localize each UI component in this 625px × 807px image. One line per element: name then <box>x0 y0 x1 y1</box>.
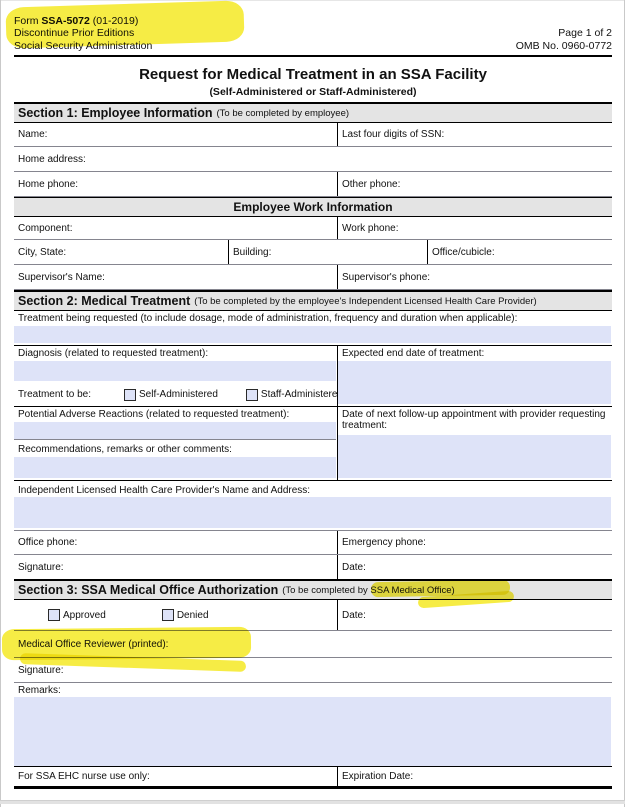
denied-label: Denied <box>176 609 209 621</box>
recommendations-input[interactable] <box>14 457 336 478</box>
row-component: Component: Work phone: <box>14 217 612 240</box>
row-office-emergency-phone: Office phone: Emergency phone: <box>14 530 612 555</box>
form-id-block: Form SSA-5072 (01-2019) Discontinue Prio… <box>14 15 152 53</box>
row-nurse-expiration: For SSA EHC nurse use only: Expiration D… <box>14 766 612 789</box>
remarks-input[interactable] <box>14 697 611 766</box>
treatment-requested-label: Treatment being requested (to include do… <box>14 311 612 325</box>
form-subtitle: (Self-Administered or Staff-Administered… <box>209 86 417 98</box>
nurse-use-label: For SSA EHC nurse use only: <box>14 771 153 782</box>
page-omb-block: Page 1 of 2 OMB No. 0960-0772 <box>516 27 612 52</box>
denied-checkbox[interactable] <box>161 609 174 621</box>
other-phone-label: Other phone: <box>338 178 404 190</box>
row-location: City, State: Building: Office/cubicle: <box>14 240 612 265</box>
followup-input[interactable] <box>338 435 611 478</box>
row-reviewer-signature: Signature: <box>14 658 612 683</box>
city-state-label: City, State: <box>14 246 70 258</box>
treatment-to-be-label: Treatment to be: <box>14 389 94 400</box>
section2-note: (To be completed by the employee's Indep… <box>194 295 537 307</box>
self-administered-label: Self-Administered <box>139 389 218 400</box>
provider-signature-label: Signature: <box>14 561 67 573</box>
omb-number: OMB No. 0960-0772 <box>515 39 612 52</box>
row-provider-signature-date: Signature: Date: <box>14 555 612 579</box>
row-approved-denied-date: Approved Denied Date: <box>14 600 612 631</box>
self-administered-checkbox[interactable] <box>124 388 136 401</box>
office-cubicle-label: Office/cubicle: <box>428 246 498 258</box>
office-phone-label: Office phone: <box>14 537 81 548</box>
discontinue-line: Discontinue Prior Editions <box>14 27 135 39</box>
section3-note-highlighted: SSA Medical Office) <box>370 584 455 596</box>
row-supervisor: Supervisor's Name: Supervisor's phone: <box>14 265 612 290</box>
form-header: Form SSA-5072 (01-2019) Discontinue Prio… <box>14 0 612 57</box>
recommendations-label: Recommendations, remarks or other commen… <box>14 442 337 456</box>
name-label: Name: <box>14 129 51 140</box>
treatment-mode-row: Treatment to be: Self-Administered Staff… <box>14 383 343 406</box>
section2-header: Section 2: Medical Treatment (To be comp… <box>14 290 612 311</box>
form-number-line: Form SSA-5072 (01-2019) <box>14 14 139 27</box>
authorization-date-label: Date: <box>338 609 369 621</box>
approved-label: Approved <box>63 609 106 621</box>
followup-label: Date of next follow-up appointment with … <box>338 407 612 434</box>
reviewer-label: Medical Office Reviewer (printed): <box>14 638 172 650</box>
row-reviewer: Medical Office Reviewer (printed): <box>14 631 612 658</box>
staff-administered-label: Staff-Administered <box>260 389 343 400</box>
reviewer-signature-label: Signature: <box>14 664 67 676</box>
section3-heading: Section 3: SSA Medical Office Authorizat… <box>18 583 279 597</box>
form-title: Request for Medical Treatment in an SSA … <box>139 66 487 83</box>
section3-header: Section 3: SSA Medical Office Authorizat… <box>14 579 612 600</box>
building-label: Building: <box>229 246 275 258</box>
home-address-label: Home address: <box>14 153 89 165</box>
diagnosis-block: Diagnosis (related to requested treatmen… <box>14 345 612 407</box>
section1-note: (To be completed by employee) <box>216 107 350 119</box>
work-info-header: Employee Work Information <box>14 197 612 217</box>
supervisor-phone-label: Supervisor's phone: <box>338 271 434 283</box>
page-number: Page 1 of 2 <box>558 27 612 39</box>
section3-note: (To be completed by SSA Medical Office) <box>282 584 455 596</box>
remarks-label: Remarks: <box>14 683 612 696</box>
adverse-block: Potential Adverse Reactions (related to … <box>14 407 612 481</box>
page-bottom-edge <box>0 800 625 804</box>
row-home-address: Home address: <box>14 147 612 172</box>
ssn-label: Last four digits of SSN: <box>338 129 448 140</box>
provider-name-address-input[interactable] <box>14 497 611 528</box>
staff-administered-checkbox[interactable] <box>245 388 258 401</box>
emergency-phone-label: Emergency phone: <box>338 537 429 548</box>
expiration-date-label: Expiration Date: <box>338 771 417 782</box>
expected-end-date-input[interactable] <box>338 361 611 404</box>
agency-line: Social Security Administration <box>14 39 153 52</box>
adverse-reactions-input[interactable] <box>14 422 336 440</box>
provider-name-address-label: Independent Licensed Health Care Provide… <box>14 481 612 496</box>
form-number: SSA-5072 <box>41 14 90 27</box>
home-phone-label: Home phone: <box>14 178 82 190</box>
diagnosis-label: Diagnosis (related to requested treatmen… <box>14 346 337 360</box>
section1-header: Section 1: Employee Information (To be c… <box>14 102 612 123</box>
component-label: Component: <box>14 222 76 234</box>
section1-heading: Section 1: Employee Information <box>18 106 213 120</box>
section2-heading: Section 2: Medical Treatment <box>18 294 191 308</box>
adverse-reactions-label: Potential Adverse Reactions (related to … <box>14 407 337 421</box>
approved-checkbox[interactable] <box>48 609 60 621</box>
supervisor-name-label: Supervisor's Name: <box>14 271 108 283</box>
work-phone-label: Work phone: <box>338 222 402 234</box>
row-phones: Home phone: Other phone: <box>14 172 612 197</box>
diagnosis-input[interactable] <box>14 361 336 381</box>
expected-end-date-label: Expected end date of treatment: <box>338 346 612 360</box>
treatment-requested-input[interactable] <box>14 326 611 343</box>
provider-date-label: Date: <box>338 561 369 573</box>
row-name-ssn: Name: Last four digits of SSN: <box>14 123 612 147</box>
title-block: Request for Medical Treatment in an SSA … <box>14 57 612 102</box>
